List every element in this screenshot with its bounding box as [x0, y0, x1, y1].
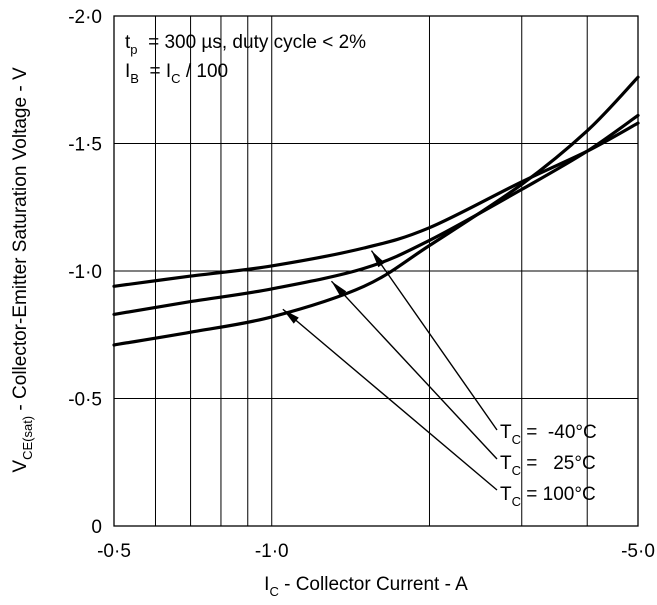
x-tick-label: -5·0	[621, 541, 655, 562]
arrow-line-series-2	[282, 308, 498, 491]
curve-series-2	[112, 75, 640, 347]
y-tick-label: 0	[91, 517, 102, 538]
x-tick-labels: -0·5 -1·0 -5·0	[97, 541, 655, 562]
y-axis-label: VCE(sat) - Collector-Emitter Saturation …	[10, 67, 35, 473]
y-tick-labels: 0 -0·5 -1·0 -1·5 -2·0	[68, 7, 102, 538]
condition-pulse-width: tp = 300 µs, duty cycle < 2%	[125, 32, 366, 57]
x-tick-label: -0·5	[97, 541, 131, 562]
curve-series-1	[112, 113, 640, 316]
legend-label-25: TC = 25°C	[500, 453, 596, 478]
plot-frame	[113, 15, 639, 527]
y-tick-label: -2·0	[68, 7, 102, 28]
arrow-head-series-1	[331, 281, 347, 297]
curve-series-0	[112, 121, 640, 288]
legend-labels: TC = -40°C TC = 25°C TC = 100°C	[500, 422, 597, 509]
grid	[114, 16, 638, 526]
arrow-head-series-0	[371, 250, 385, 268]
y-tick-label: -1·5	[68, 135, 102, 156]
arrow-line-series-0	[370, 250, 498, 431]
x-axis-label: IC - Collector Current - A	[264, 574, 468, 599]
x-tick-label: -1·0	[255, 541, 289, 562]
legend-arrows	[282, 250, 498, 491]
legend-label-minus40: TC = -40°C	[500, 422, 597, 447]
y-tick-label: -0·5	[68, 390, 102, 411]
test-conditions: tp = 300 µs, duty cycle < 2% IB = IC / 1…	[125, 32, 366, 86]
legend-label-100: TC = 100°C	[500, 484, 596, 509]
arrow-head-series-2	[282, 309, 299, 324]
arrow-line-series-1	[330, 280, 498, 460]
condition-base-current: IB = IC / 100	[125, 61, 228, 86]
curves	[112, 75, 640, 347]
y-tick-label: -1·0	[68, 262, 102, 283]
